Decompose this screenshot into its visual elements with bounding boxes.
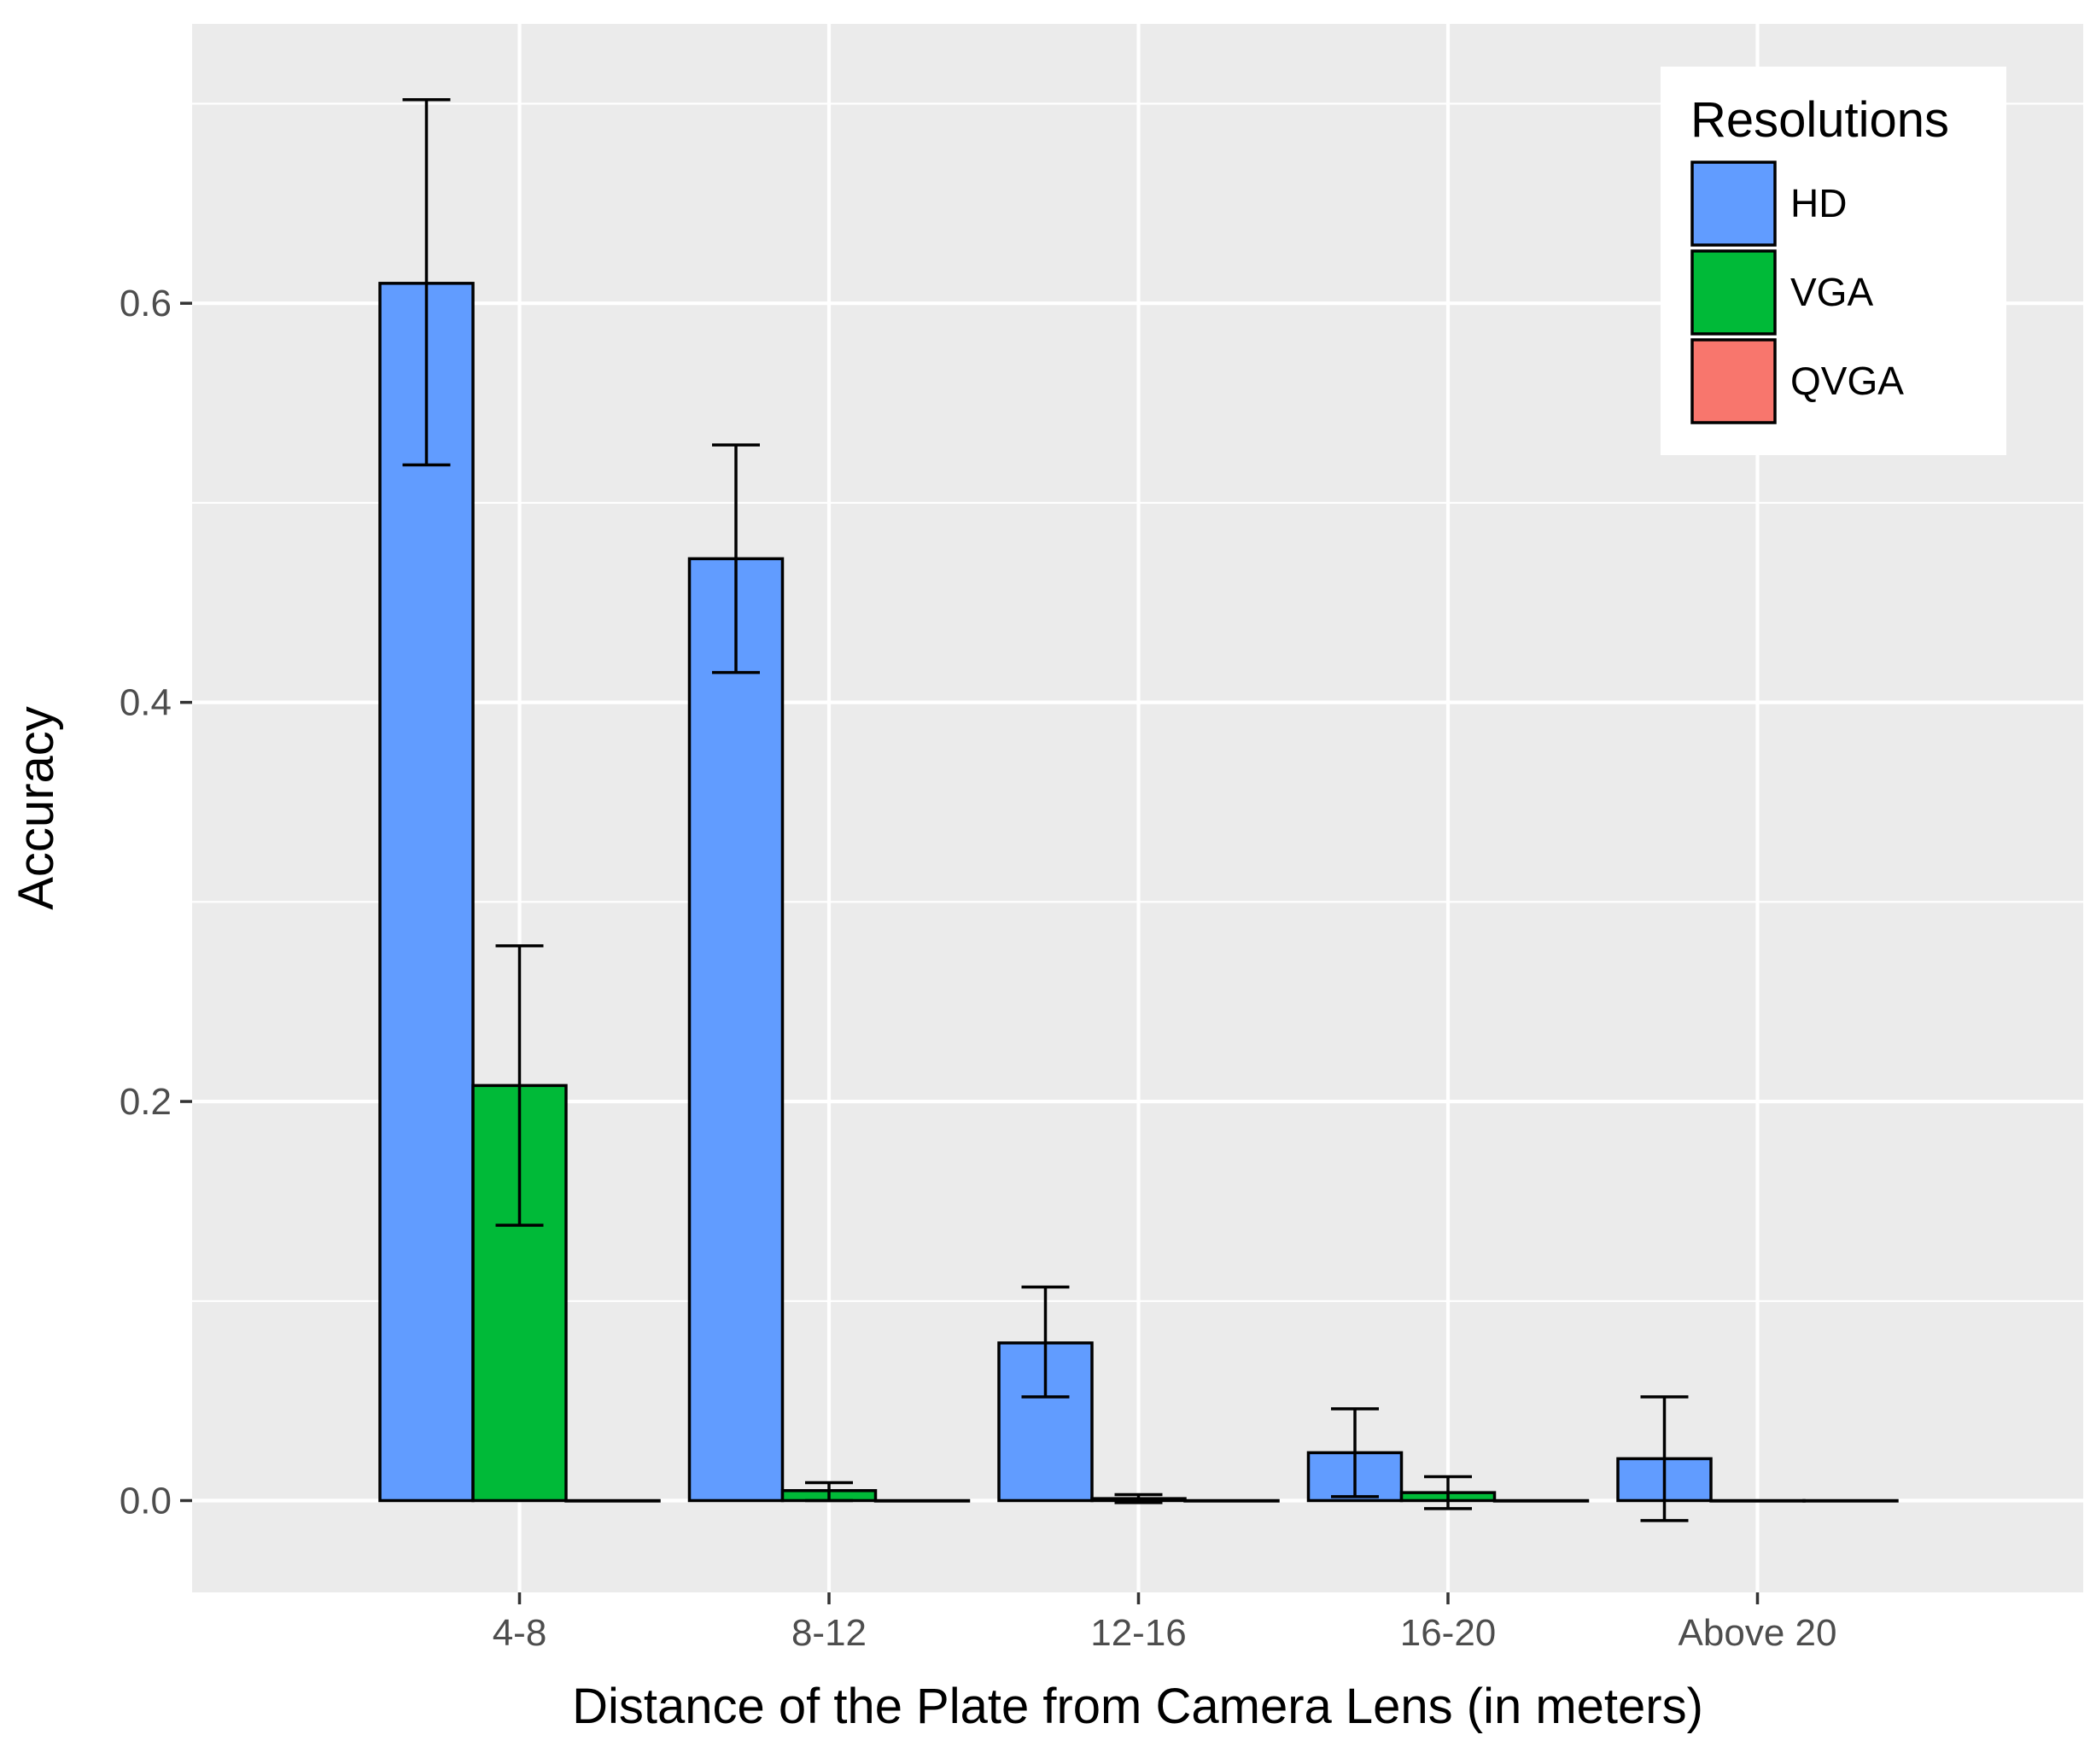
bar-hd-12-16 (997, 1341, 1094, 1503)
bar-qvga-8-12 (873, 1498, 971, 1503)
error-bar-hd-4-8 (402, 98, 451, 467)
legend-item-qvga: QVGA (1690, 338, 1904, 424)
legend-swatch (1690, 338, 1777, 424)
legend-swatch (1690, 161, 1777, 247)
bar-hd-4-8 (378, 282, 475, 1503)
x-tick-label: 12-16 (1090, 1612, 1187, 1654)
x-tick-label: 4-8 (493, 1612, 547, 1654)
axes: 0.0 0.2 0.4 0.6 4-8 8-12 12-16 16-20 Above 20 (120, 283, 1837, 1654)
legend: Resolutions HD VGA QVGA (1661, 67, 2006, 455)
legend-item-vga: VGA (1690, 249, 1873, 336)
legend-label: VGA (1790, 270, 1873, 314)
x-tick-label: Above 20 (1679, 1612, 1837, 1654)
x-tick-label: 16-20 (1400, 1612, 1497, 1654)
error-bar-vga-16-20 (1424, 1475, 1472, 1510)
y-axis-title: Accuracy (9, 706, 64, 910)
bar-vga-above-20 (1709, 1498, 1806, 1503)
error-bar-hd-above-20 (1640, 1395, 1689, 1522)
y-tick-label: 0.4 (120, 682, 172, 724)
bar-qvga-4-8 (564, 1498, 661, 1503)
legend-label: QVGA (1790, 359, 1904, 403)
error-bar-vga-8-12 (805, 1481, 853, 1503)
y-tick-label: 0.2 (120, 1081, 172, 1123)
bar-qvga-16-20 (1492, 1498, 1590, 1503)
bar-hd-8-12 (687, 557, 785, 1503)
error-bar-vga-4-8 (495, 944, 544, 1227)
error-bars (402, 98, 1689, 1522)
x-axis-title: Distance of the Plate from Camera Lens (… (572, 1679, 1703, 1734)
error-bar-vga-12-16 (1114, 1492, 1163, 1504)
x-tick-label: 8-12 (791, 1612, 867, 1654)
y-tick-label: 0.0 (120, 1480, 172, 1522)
legend-title: Resolutions (1690, 92, 1949, 148)
bar-qvga-12-16 (1183, 1498, 1280, 1503)
legend-label: HD (1790, 181, 1847, 225)
legend-item-hd: HD (1690, 161, 1847, 247)
error-bar-hd-12-16 (1021, 1285, 1070, 1399)
error-bar-hd-8-12 (712, 443, 760, 675)
legend-swatch (1690, 249, 1777, 336)
error-bar-hd-16-20 (1331, 1407, 1379, 1498)
bar-qvga-above-20 (1802, 1498, 1899, 1503)
y-tick-label: 0.6 (120, 283, 172, 324)
